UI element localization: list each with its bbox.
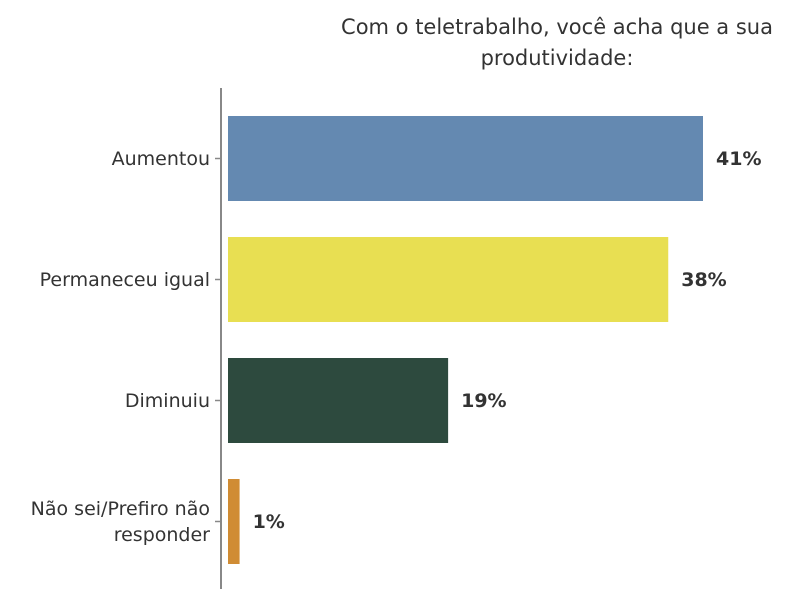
value-label: 19%: [461, 389, 507, 412]
chart-title: Com o teletrabalho, você acha que a sua …: [341, 15, 773, 70]
value-label: 41%: [716, 147, 762, 170]
y-tick-label: Não sei/Prefiro não responder: [30, 497, 210, 546]
bar: [228, 358, 449, 443]
y-tick-label: Permaneceu igual: [39, 268, 210, 291]
bar: [228, 237, 669, 322]
bar: [228, 479, 240, 564]
y-tick-label: Diminuiu: [124, 389, 210, 412]
value-label: 38%: [681, 268, 727, 291]
bar: [228, 116, 703, 201]
y-tick-label: Aumentou: [111, 147, 210, 170]
value-label: 1%: [252, 510, 285, 533]
